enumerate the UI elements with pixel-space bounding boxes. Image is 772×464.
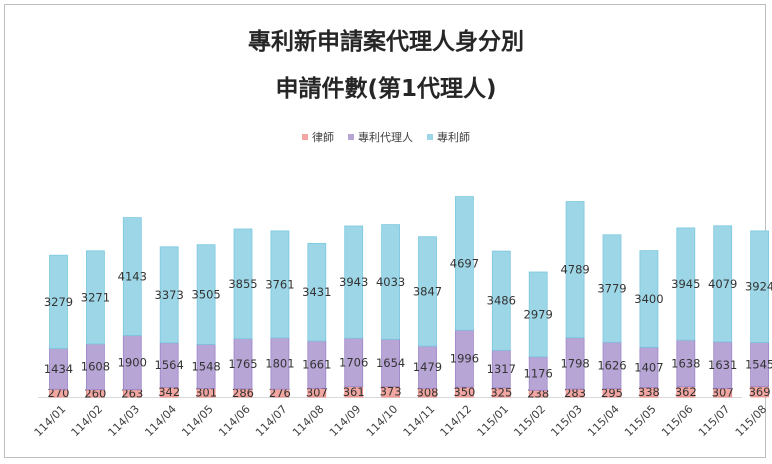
x-tick-label: 114/01 <box>32 403 69 440</box>
data-label-patent-agent-114-12: 1996 <box>450 352 479 366</box>
data-label-patent-attorney-114-10: 4033 <box>376 275 405 289</box>
data-label-patent-attorney-114-07: 3761 <box>265 277 294 291</box>
data-label-patent-attorney-115-07: 4079 <box>708 277 737 291</box>
data-label-patent-attorney-114-11: 3847 <box>413 284 442 298</box>
x-tick-label: 114/05 <box>179 403 216 440</box>
x-tick-label: 115/07 <box>696 403 733 440</box>
data-label-patent-agent-115-03: 1798 <box>560 356 589 370</box>
data-label-patent-attorney-114-01: 3279 <box>44 295 73 309</box>
data-label-patent-agent-114-06: 1765 <box>228 357 257 371</box>
x-tick-label: 115/03 <box>548 403 585 440</box>
data-label-patent-attorney-115-01: 3486 <box>487 294 516 308</box>
data-label-patent-attorney-115-06: 3945 <box>671 277 700 291</box>
data-label-patent-agent-114-09: 1706 <box>339 356 368 370</box>
x-tick-label: 114/07 <box>253 403 290 440</box>
x-tick-label: 114/12 <box>438 403 475 440</box>
data-label-patent-attorney-114-05: 3505 <box>191 288 220 302</box>
data-label-patent-agent-114-03: 1900 <box>118 356 147 370</box>
data-label-patent-attorney-115-05: 3400 <box>634 292 663 306</box>
x-tick-label: 114/03 <box>106 403 143 440</box>
data-label-patent-attorney-114-09: 3943 <box>339 275 368 289</box>
data-label-patent-attorney-114-12: 4697 <box>450 256 479 270</box>
data-label-patent-attorney-115-03: 4789 <box>560 263 589 277</box>
data-label-patent-agent-114-02: 1608 <box>81 360 110 374</box>
data-label-patent-agent-114-10: 1654 <box>376 356 405 370</box>
data-label-patent-attorney-114-03: 4143 <box>118 270 147 284</box>
data-label-lawyer-114-10: 373 <box>380 385 402 399</box>
x-tick-label: 115/02 <box>511 403 548 440</box>
data-label-patent-attorney-114-06: 3855 <box>228 277 257 291</box>
data-label-patent-agent-114-05: 1548 <box>191 359 220 373</box>
x-tick-label: 114/06 <box>216 403 253 440</box>
data-label-patent-attorney-115-02: 2979 <box>524 307 553 321</box>
data-label-patent-agent-115-05: 1407 <box>634 360 663 374</box>
x-tick-label: 114/11 <box>401 403 438 440</box>
data-label-patent-agent-114-08: 1661 <box>302 358 331 372</box>
data-label-patent-agent-115-01: 1317 <box>487 362 516 376</box>
x-tick-label: 115/04 <box>585 403 622 440</box>
data-label-patent-agent-115-04: 1626 <box>597 359 626 373</box>
x-tick-label: 115/05 <box>622 403 659 440</box>
data-label-patent-attorney-114-08: 3431 <box>302 285 331 299</box>
x-tick-label: 115/01 <box>475 403 512 440</box>
x-tick-label: 114/09 <box>327 403 364 440</box>
x-tick-label: 115/08 <box>733 403 770 440</box>
data-label-patent-attorney-115-08: 3924 <box>745 280 772 294</box>
data-label-patent-agent-114-11: 1479 <box>413 360 442 374</box>
data-label-patent-agent-115-08: 1545 <box>745 358 772 372</box>
data-label-patent-agent-115-07: 1631 <box>708 358 737 372</box>
x-tick-label: 115/06 <box>659 403 696 440</box>
x-tick-label: 114/02 <box>69 403 106 440</box>
data-label-patent-attorney-115-04: 3779 <box>597 282 626 296</box>
x-tick-label: 114/10 <box>364 403 401 440</box>
data-label-patent-attorney-114-02: 3271 <box>81 290 110 304</box>
x-tick-label: 114/08 <box>290 403 327 440</box>
x-tick-label: 114/04 <box>142 403 179 440</box>
data-label-patent-agent-114-04: 1564 <box>155 358 184 372</box>
data-label-patent-agent-114-01: 1434 <box>44 362 73 376</box>
data-label-patent-agent-114-07: 1801 <box>265 357 294 371</box>
data-label-patent-agent-115-06: 1638 <box>671 356 700 370</box>
data-label-patent-agent-115-02: 1176 <box>524 367 553 381</box>
data-label-patent-attorney-114-04: 3373 <box>155 288 184 302</box>
